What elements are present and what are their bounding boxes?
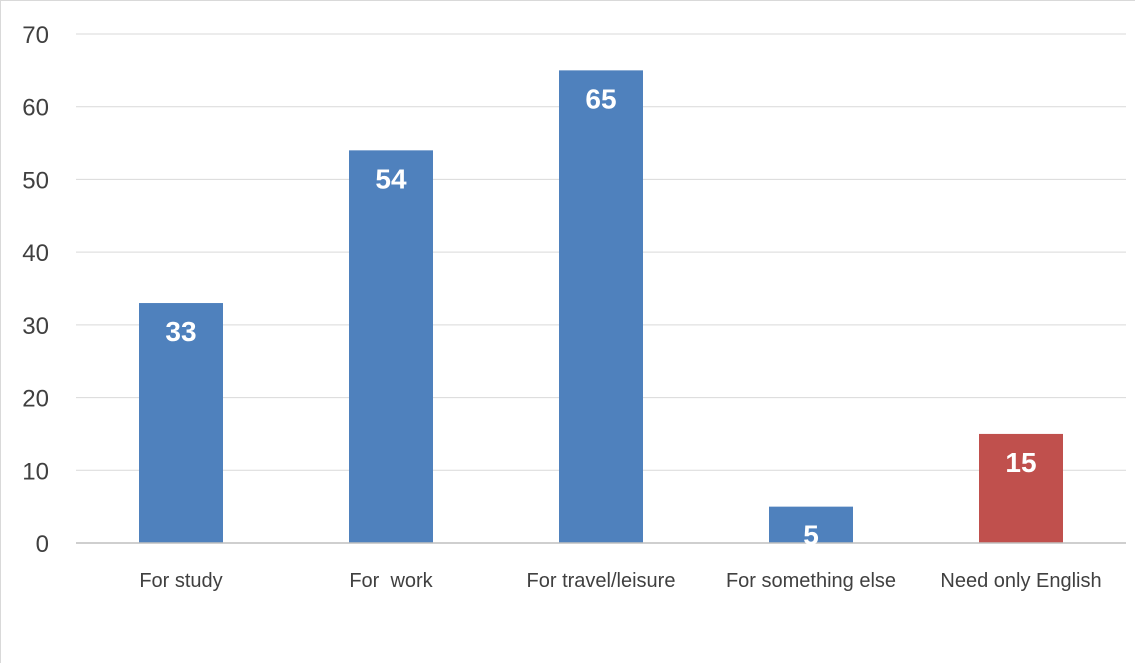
bar (769, 506, 853, 543)
y-tick-label: 20 (22, 386, 49, 413)
data-label: 15 (1005, 447, 1036, 478)
bar (559, 70, 643, 543)
data-label: 5 (803, 520, 819, 551)
y-tick-label: 40 (22, 240, 49, 267)
data-label: 65 (585, 83, 616, 114)
x-tick-label: For something else (726, 570, 896, 592)
x-tick-label: Need only English (940, 570, 1101, 592)
data-label: 54 (375, 163, 407, 194)
y-tick-label: 60 (22, 95, 49, 122)
y-tick-label: 0 (36, 531, 49, 558)
bar (139, 303, 223, 543)
x-tick-label: For work (349, 570, 433, 592)
y-axis-tick-labels: 0 10 20 30 40 50 60 70 (22, 22, 49, 558)
bars (139, 70, 1063, 544)
y-tick-label: 10 (22, 458, 49, 485)
y-tick-label: 30 (22, 313, 49, 340)
x-tick-label: For travel/leisure (527, 570, 676, 592)
data-label: 33 (165, 316, 196, 347)
x-axis-category-labels: For study For work For travel/leisure For s… (139, 570, 1101, 592)
data-labels: 33 54 65 5 15 (165, 83, 1036, 550)
y-tick-label: 70 (22, 22, 49, 49)
bar (349, 150, 433, 544)
x-tick-label: For study (139, 570, 222, 592)
bar (979, 433, 1063, 543)
y-tick-label: 50 (22, 167, 49, 194)
